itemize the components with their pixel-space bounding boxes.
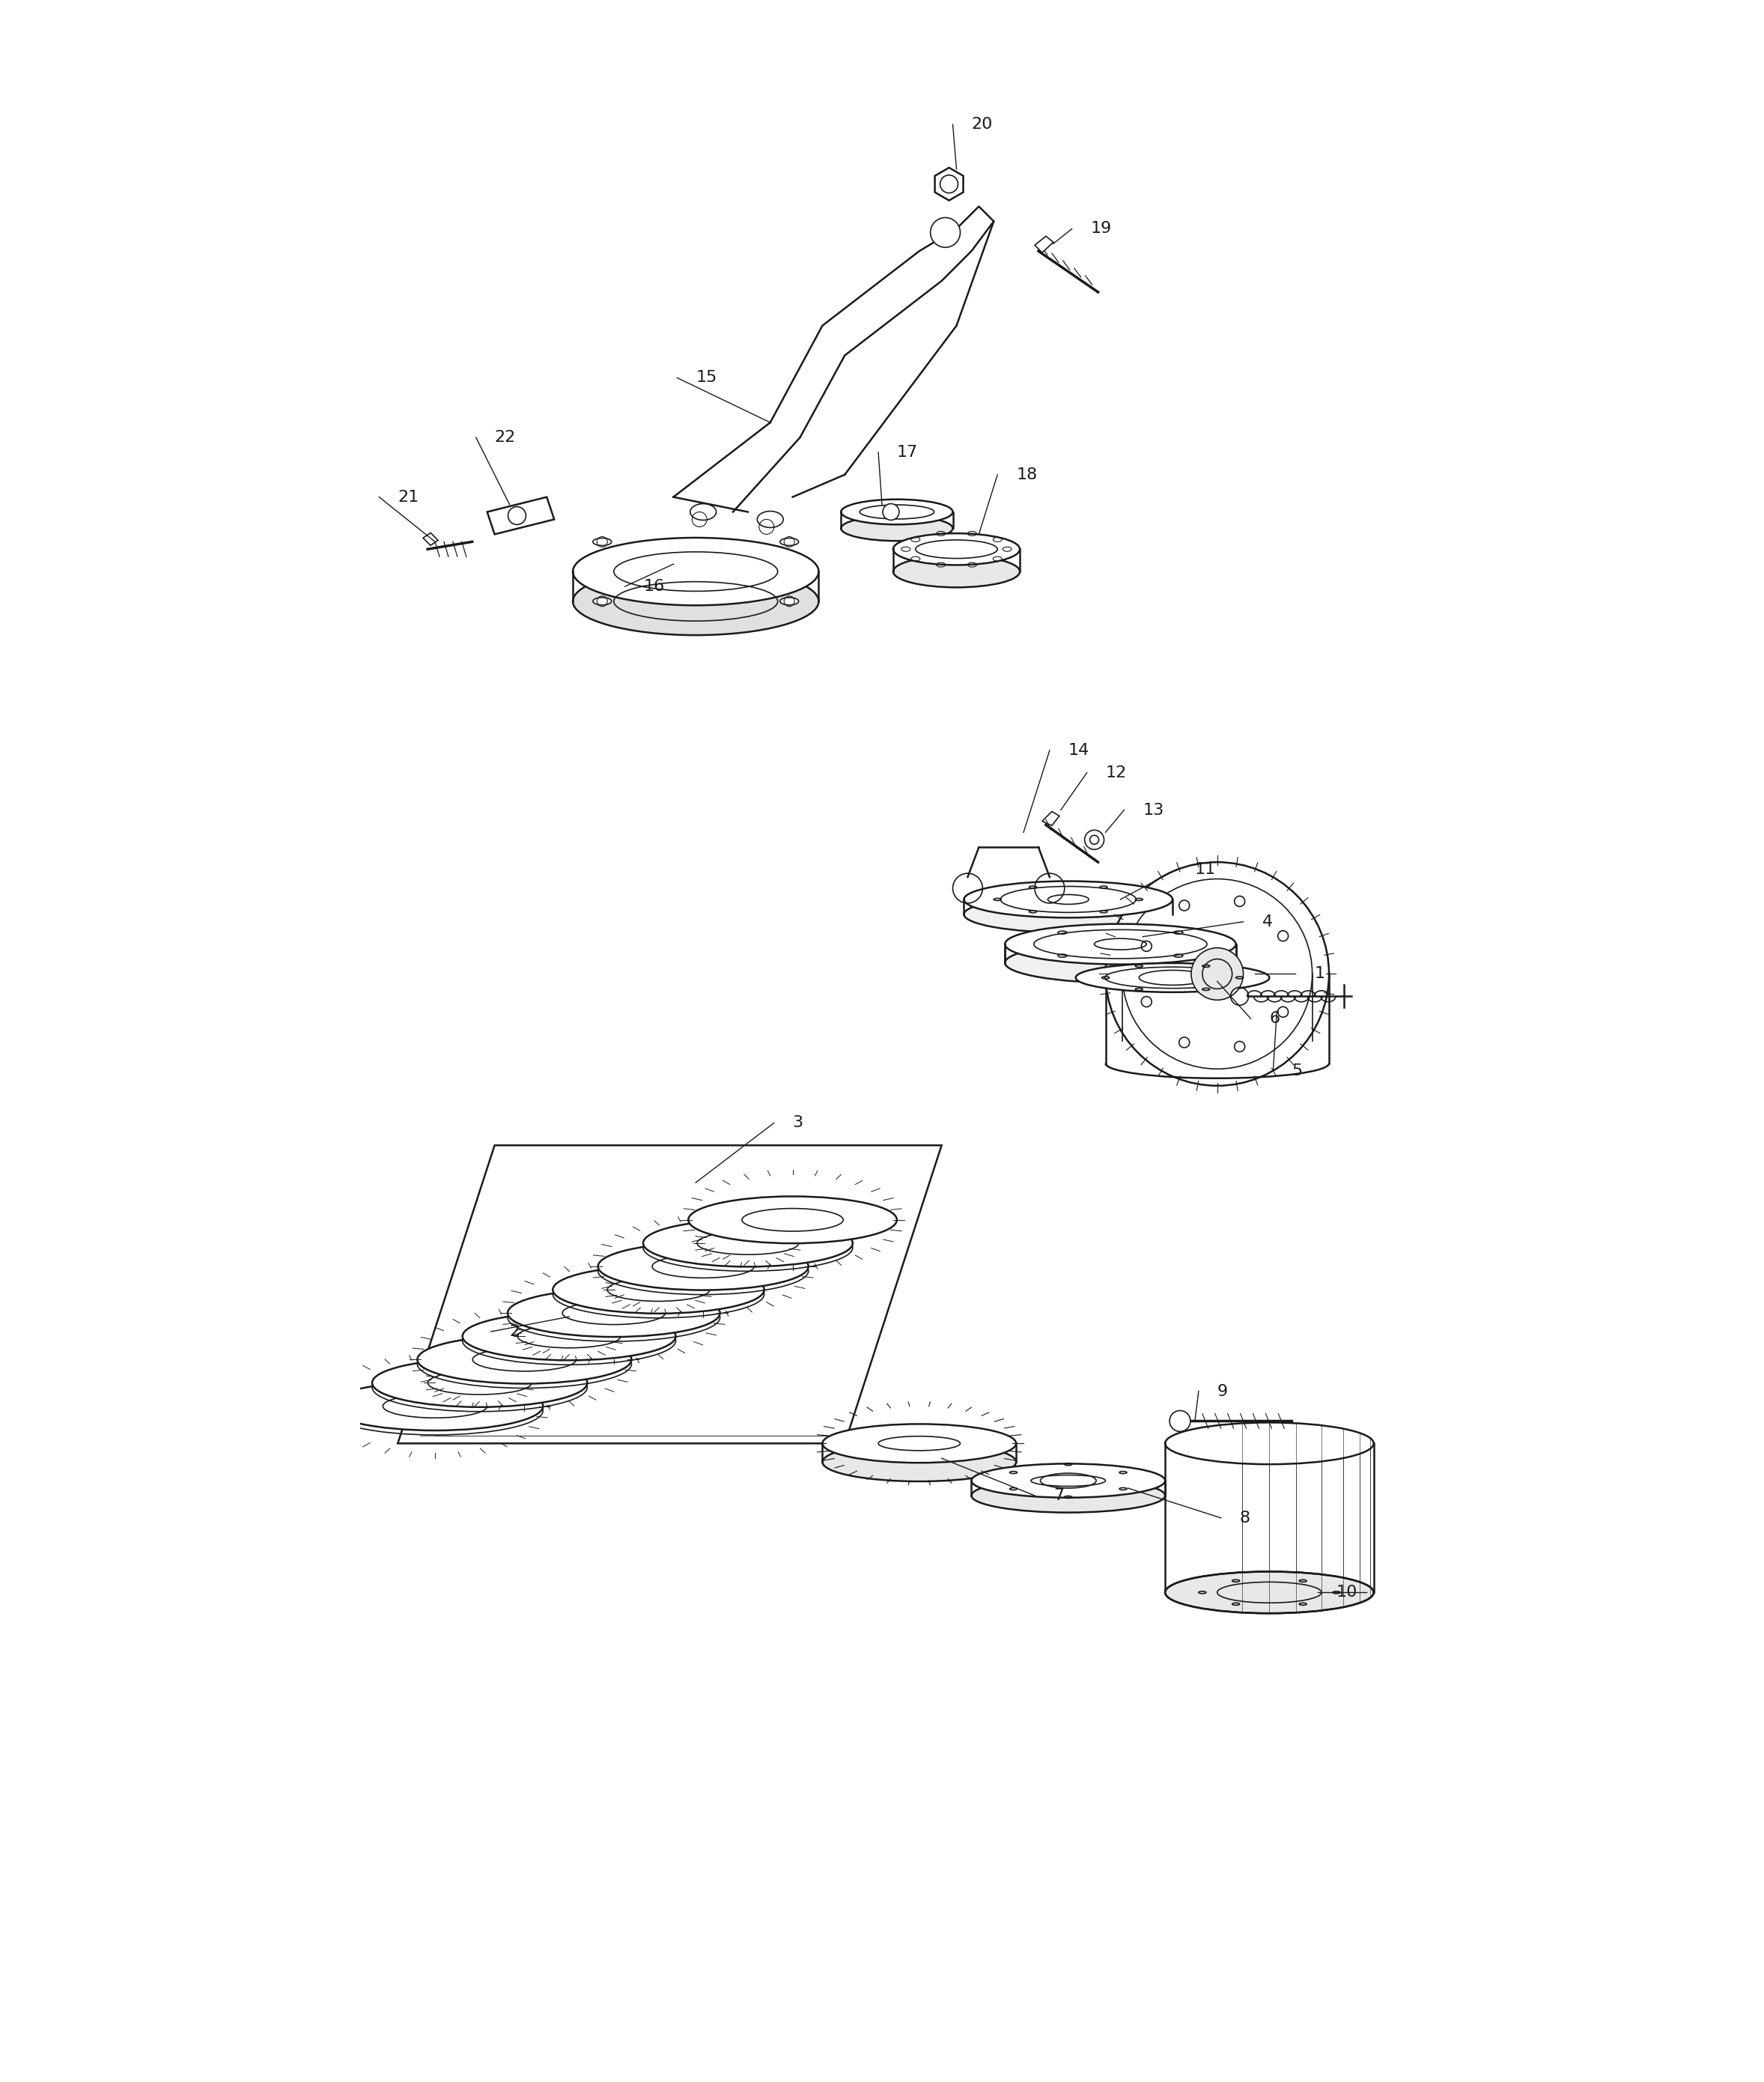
Circle shape (1170, 1412, 1191, 1432)
Ellipse shape (841, 500, 953, 525)
Ellipse shape (1005, 924, 1237, 964)
Text: 5: 5 (1291, 1064, 1302, 1078)
Ellipse shape (372, 1360, 587, 1407)
Circle shape (930, 219, 960, 248)
Ellipse shape (757, 512, 783, 527)
Ellipse shape (822, 1443, 1016, 1482)
Ellipse shape (508, 1289, 720, 1337)
Text: 11: 11 (1194, 862, 1215, 877)
Ellipse shape (963, 881, 1173, 918)
Polygon shape (1043, 812, 1060, 827)
Text: 8: 8 (1240, 1509, 1251, 1526)
Polygon shape (423, 533, 437, 545)
Text: 15: 15 (695, 371, 716, 385)
Text: 19: 19 (1090, 221, 1111, 235)
Text: 16: 16 (644, 579, 665, 593)
Text: 22: 22 (494, 429, 515, 446)
Text: 21: 21 (397, 489, 418, 504)
Ellipse shape (573, 568, 818, 635)
Ellipse shape (1164, 1422, 1374, 1464)
Circle shape (1106, 862, 1328, 1085)
Ellipse shape (780, 598, 799, 606)
Ellipse shape (573, 537, 818, 606)
Circle shape (882, 504, 900, 520)
Ellipse shape (963, 895, 1173, 933)
Text: 1: 1 (1314, 966, 1325, 981)
Ellipse shape (841, 516, 953, 541)
Polygon shape (1035, 235, 1053, 252)
Text: 9: 9 (1217, 1385, 1228, 1399)
Text: 2: 2 (510, 1324, 520, 1339)
Ellipse shape (1005, 943, 1237, 983)
Ellipse shape (893, 533, 1020, 564)
Ellipse shape (822, 1424, 1016, 1464)
Ellipse shape (598, 1243, 808, 1291)
Text: 7: 7 (1053, 1489, 1064, 1503)
Ellipse shape (690, 504, 716, 520)
Ellipse shape (593, 537, 612, 545)
Ellipse shape (972, 1464, 1164, 1497)
Text: 20: 20 (972, 117, 993, 131)
Circle shape (1191, 947, 1244, 999)
Ellipse shape (552, 1266, 764, 1314)
Ellipse shape (893, 556, 1020, 587)
Polygon shape (397, 1145, 942, 1443)
Text: 3: 3 (792, 1116, 803, 1131)
Polygon shape (935, 169, 963, 200)
Ellipse shape (326, 1382, 543, 1430)
Ellipse shape (644, 1220, 852, 1266)
Polygon shape (487, 498, 554, 535)
Text: 4: 4 (1261, 914, 1272, 929)
Ellipse shape (688, 1197, 896, 1243)
Ellipse shape (1164, 1572, 1374, 1614)
Ellipse shape (462, 1312, 676, 1360)
Ellipse shape (780, 537, 799, 545)
Ellipse shape (972, 1478, 1164, 1512)
Text: 12: 12 (1106, 766, 1127, 781)
Ellipse shape (1076, 964, 1270, 993)
Text: 14: 14 (1069, 743, 1090, 758)
Text: 10: 10 (1337, 1584, 1358, 1599)
Text: 17: 17 (896, 446, 917, 460)
Ellipse shape (593, 598, 612, 606)
Text: 18: 18 (1016, 466, 1037, 483)
Text: 13: 13 (1143, 802, 1164, 818)
Text: 6: 6 (1270, 1012, 1281, 1026)
Ellipse shape (418, 1335, 632, 1385)
